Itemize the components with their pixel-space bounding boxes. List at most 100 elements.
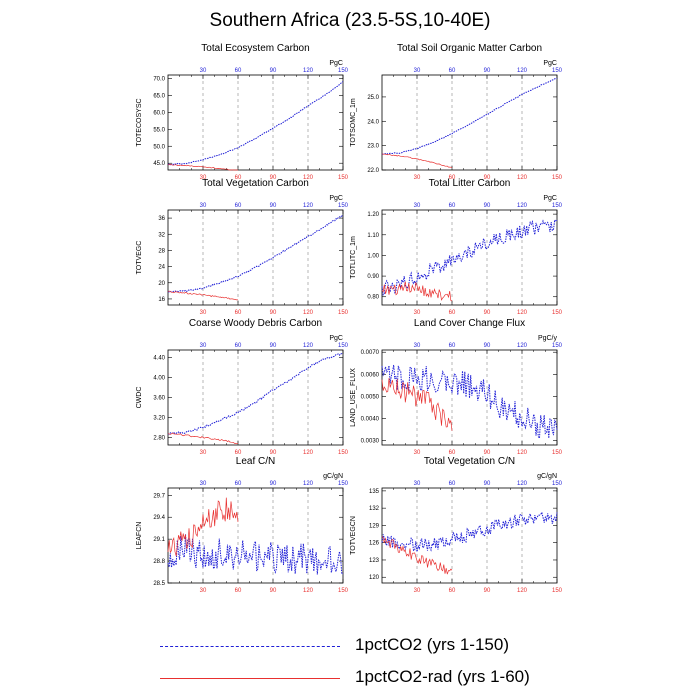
plot-frame [167, 74, 344, 171]
y-tick-label: 23.0 [367, 144, 379, 150]
x-tick-label-bottom: 150 [338, 175, 349, 181]
legend-label-2: 1pctCO2-rad (yrs 1-60) [355, 667, 530, 686]
x-tick-label-bottom: 150 [552, 588, 563, 594]
y-tick-label: 4.00 [153, 376, 165, 382]
x-tick-label-bottom: 60 [235, 450, 242, 456]
x-tick-label-bottom: 60 [235, 175, 242, 181]
panel-title: Total Ecosystem Carbon [201, 43, 309, 54]
y-tick-label: 28.8 [153, 559, 165, 565]
x-tick-label-top: 120 [517, 343, 528, 349]
x-tick-label-top: 60 [235, 343, 242, 349]
x-tick-label-top: 120 [517, 203, 528, 209]
x-tick-label-bottom: 30 [414, 450, 421, 456]
y-tick-label: 29.1 [153, 537, 165, 543]
panel-units: PgC [329, 335, 343, 342]
x-tick-label-bottom: 30 [200, 450, 207, 456]
x-tick-label-top: 60 [449, 203, 456, 209]
panel-8: Total Vegetation C/N gC/gN 30 30 60 60 90 90 120… [350, 456, 563, 594]
y-tick-label: 129 [369, 523, 380, 529]
panel-title: Total Vegetation C/N [424, 456, 515, 467]
panel-units: PgC [329, 60, 343, 67]
x-tick-label-bottom: 60 [449, 588, 456, 594]
series-1pctco2-line [167, 352, 344, 435]
series-1pctco2-rad-line [381, 378, 453, 431]
y-tick-label: 123 [369, 558, 380, 564]
y-axis-label: TOTECOSYSC [136, 98, 143, 146]
panel-1: Total Ecosystem Carbon PgC 30 30 60 60 90 90 120… [136, 43, 349, 181]
y-tick-label: 1.20 [367, 212, 379, 218]
x-tick-label-top: 150 [338, 68, 349, 74]
x-tick-label-bottom: 120 [303, 175, 314, 181]
y-tick-label: 29.4 [153, 515, 165, 521]
x-tick-label-bottom: 90 [484, 175, 491, 181]
series-1pctco2-rad-line [168, 432, 239, 445]
x-tick-label-top: 60 [235, 68, 242, 74]
panel-units: gC/gN [537, 473, 557, 480]
x-tick-label-top: 60 [449, 68, 456, 74]
x-tick-label-top: 150 [552, 68, 563, 74]
x-tick-label-top: 30 [200, 481, 207, 487]
panel-4: Total Litter Carbon PgC 30 30 60 60 90 90 120 120… [350, 178, 563, 316]
x-tick-label-top: 30 [414, 481, 421, 487]
y-tick-label: 1.00 [367, 253, 379, 259]
plot-frame [381, 209, 558, 306]
legend-entry-2: 1pctCO2-rad (yrs 1-60) [160, 667, 580, 691]
y-tick-label: 20 [158, 281, 165, 287]
y-tick-label: 24 [158, 265, 165, 271]
x-tick-label-bottom: 120 [517, 450, 528, 456]
panel-units: PgC [329, 195, 343, 202]
series-1pctco2-line [381, 218, 558, 296]
x-tick-label-bottom: 150 [552, 310, 563, 316]
x-tick-label-top: 90 [484, 203, 491, 209]
y-tick-label: 55.0 [153, 127, 165, 133]
x-tick-label-bottom: 150 [552, 175, 563, 181]
legend-label-1: 1pctCO2 (yrs 1-150) [355, 635, 509, 654]
plot-frame [381, 487, 558, 584]
series-1pctco2-rad-line [381, 153, 453, 168]
x-tick-label-bottom: 90 [270, 310, 277, 316]
series-1pctco2-line [167, 81, 344, 166]
y-axis-label: TOTVEGC [136, 241, 143, 275]
y-tick-label: 2.80 [153, 436, 165, 442]
x-tick-label-top: 90 [270, 343, 277, 349]
y-axis-label: LEAFCN [136, 522, 143, 550]
figure-title: Southern Africa (23.5-5S,10-40E) [209, 10, 491, 31]
y-axis-label: CWDC [136, 387, 143, 409]
x-tick-label-bottom: 60 [449, 450, 456, 456]
y-tick-label: 126 [369, 541, 380, 547]
x-tick-label-top: 60 [449, 343, 456, 349]
plot-frame [381, 349, 558, 446]
x-tick-label-top: 150 [338, 343, 349, 349]
x-tick-label-bottom: 90 [270, 450, 277, 456]
x-tick-label-top: 60 [449, 481, 456, 487]
x-tick-label-bottom: 60 [235, 588, 242, 594]
x-tick-label-top: 30 [200, 203, 207, 209]
y-tick-label: 65.0 [153, 93, 165, 99]
x-tick-label-bottom: 150 [338, 588, 349, 594]
y-tick-label: 0.0040 [361, 416, 380, 422]
panel-title: Total Litter Carbon [429, 178, 511, 189]
x-tick-label-top: 150 [338, 203, 349, 209]
y-axis-label: LAND_USE_FLUX [350, 368, 357, 427]
panel-title: Total Soil Organic Matter Carbon [397, 43, 542, 54]
series-1pctco2-line [167, 534, 344, 575]
y-tick-label: 50.0 [153, 144, 165, 150]
y-axis-label: TOTLITC_1m [350, 236, 357, 279]
x-tick-label-top: 90 [484, 343, 491, 349]
x-tick-label-bottom: 60 [235, 310, 242, 316]
panel-title: Coarse Woody Debris Carbon [189, 318, 322, 329]
x-tick-label-top: 60 [235, 203, 242, 209]
series-1pctco2-rad-line [167, 290, 239, 301]
series-1pctco2-line [381, 77, 558, 155]
x-tick-label-top: 90 [484, 68, 491, 74]
y-tick-label: 0.0050 [361, 394, 380, 400]
legend-line-1 [160, 646, 340, 647]
x-tick-label-bottom: 120 [517, 175, 528, 181]
x-tick-label-bottom: 90 [484, 310, 491, 316]
series-1pctco2-rad-line [381, 536, 453, 575]
series-1pctco2-rad-line [167, 497, 239, 557]
y-tick-label: 0.90 [367, 274, 379, 280]
legend-line-2 [160, 678, 340, 679]
